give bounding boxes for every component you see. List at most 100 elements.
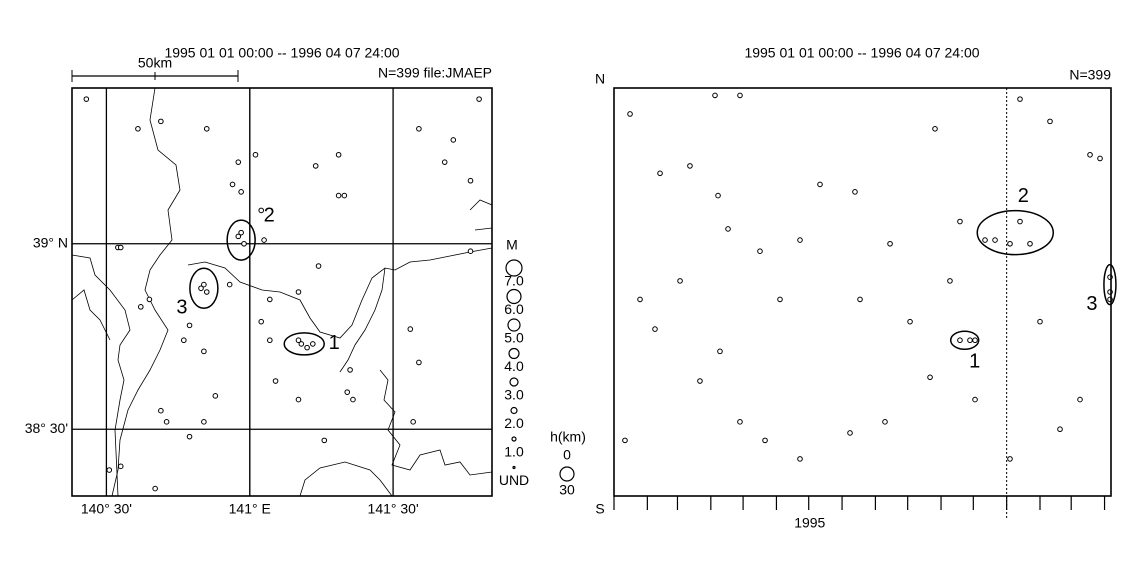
scale-bar bbox=[71, 70, 239, 82]
event bbox=[677, 278, 683, 284]
epicenter bbox=[252, 151, 259, 158]
epicenter bbox=[203, 289, 210, 295]
event bbox=[887, 240, 893, 247]
epicenter bbox=[272, 378, 279, 384]
epicenter bbox=[450, 137, 457, 143]
event bbox=[712, 92, 718, 99]
x-tick-label: 141° E bbox=[229, 501, 271, 517]
epicenter bbox=[186, 433, 193, 440]
event bbox=[947, 278, 953, 284]
x-tick-label: 140° 30' bbox=[81, 501, 132, 517]
spacetime-period: 1995 01 01 00:00 -- 1996 04 07 24:00 bbox=[744, 45, 979, 61]
event bbox=[857, 296, 863, 303]
event bbox=[992, 237, 998, 243]
scale-label: 50km bbox=[138, 55, 172, 71]
epicenter bbox=[186, 322, 193, 329]
event bbox=[972, 396, 978, 403]
event bbox=[657, 170, 663, 177]
magnitude-symbol bbox=[509, 377, 519, 387]
epicenter bbox=[267, 337, 273, 344]
epicenter bbox=[416, 359, 422, 366]
epicenter bbox=[441, 159, 448, 165]
event bbox=[1027, 240, 1033, 247]
epicenter bbox=[258, 207, 265, 214]
cluster-label: 1 bbox=[969, 350, 980, 372]
event bbox=[1097, 155, 1103, 162]
event bbox=[622, 437, 628, 444]
event bbox=[932, 126, 938, 132]
epicenter bbox=[341, 192, 348, 199]
magnitude-label: 7.0 bbox=[504, 273, 524, 289]
legend: M 7.0 6.0 5.0 4.0 3.0 2.0 1.0 UND h(km) 0 30 bbox=[499, 237, 586, 498]
y-tick-label: 38° 30' bbox=[25, 420, 68, 436]
magnitude-symbol bbox=[505, 259, 523, 277]
magnitude-symbol bbox=[510, 406, 518, 415]
event bbox=[687, 163, 693, 169]
magnitude-symbol bbox=[512, 465, 516, 470]
epicenter bbox=[304, 344, 310, 351]
epicenter bbox=[152, 485, 158, 492]
epicenter bbox=[201, 419, 207, 425]
event bbox=[797, 237, 803, 243]
epicenter bbox=[467, 177, 474, 184]
event bbox=[882, 419, 888, 425]
map-frame bbox=[71, 87, 493, 497]
cluster-outline bbox=[976, 209, 1055, 256]
epicenter bbox=[238, 189, 244, 195]
event bbox=[1037, 318, 1043, 325]
epicenter bbox=[198, 285, 204, 292]
event bbox=[817, 181, 823, 188]
epicenter bbox=[163, 419, 170, 425]
event bbox=[1007, 456, 1013, 462]
magnitude-label: 6.0 bbox=[504, 301, 524, 317]
epicenter bbox=[201, 281, 207, 288]
map-layer: 140° 30' 141° E 141° 30' 38° 30' 39° N 1 2 3 bbox=[25, 88, 492, 517]
depth-title: h(km) bbox=[550, 429, 586, 445]
epicenter bbox=[295, 289, 302, 295]
epicenter bbox=[235, 159, 242, 165]
epicenter bbox=[238, 229, 244, 236]
epicenter bbox=[201, 348, 207, 355]
epicenter bbox=[350, 396, 356, 403]
event bbox=[637, 296, 643, 303]
epicenter bbox=[117, 244, 124, 251]
epicenter bbox=[407, 326, 414, 332]
epicenter bbox=[203, 126, 210, 132]
epicenter bbox=[315, 263, 322, 269]
event bbox=[1047, 118, 1053, 125]
event bbox=[737, 419, 743, 425]
epicenter bbox=[416, 126, 422, 132]
epicenter bbox=[267, 296, 273, 303]
event bbox=[777, 296, 783, 303]
epicenter bbox=[295, 396, 302, 403]
event bbox=[1007, 240, 1013, 247]
event bbox=[967, 337, 973, 344]
event bbox=[627, 111, 633, 117]
event bbox=[927, 374, 933, 381]
year-label: 1995 bbox=[794, 515, 825, 531]
magnitude-symbol bbox=[507, 318, 521, 332]
epicenter bbox=[106, 467, 113, 473]
epicenter bbox=[298, 341, 305, 347]
epicenter bbox=[261, 237, 267, 243]
epicenter bbox=[135, 126, 141, 132]
event bbox=[1017, 218, 1023, 225]
spacetime-layer: 1995 1 2 3 bbox=[613, 88, 1117, 531]
event bbox=[717, 348, 723, 355]
south-label: S bbox=[595, 501, 604, 517]
event bbox=[737, 92, 743, 99]
epicenter bbox=[117, 463, 124, 470]
y-tick-label: 39° N bbox=[33, 234, 68, 250]
magnitude-title: M bbox=[506, 237, 518, 253]
epicenter bbox=[146, 296, 153, 303]
epicenter bbox=[241, 240, 247, 247]
epicenter bbox=[83, 96, 90, 102]
epicenter bbox=[347, 367, 353, 373]
cluster-label: 1 bbox=[329, 332, 340, 354]
event bbox=[972, 337, 978, 344]
map-info: N=399 file:JMAEP bbox=[378, 65, 492, 81]
depth-label: 30 bbox=[559, 482, 575, 498]
epicenter bbox=[258, 318, 265, 325]
event bbox=[957, 337, 963, 344]
